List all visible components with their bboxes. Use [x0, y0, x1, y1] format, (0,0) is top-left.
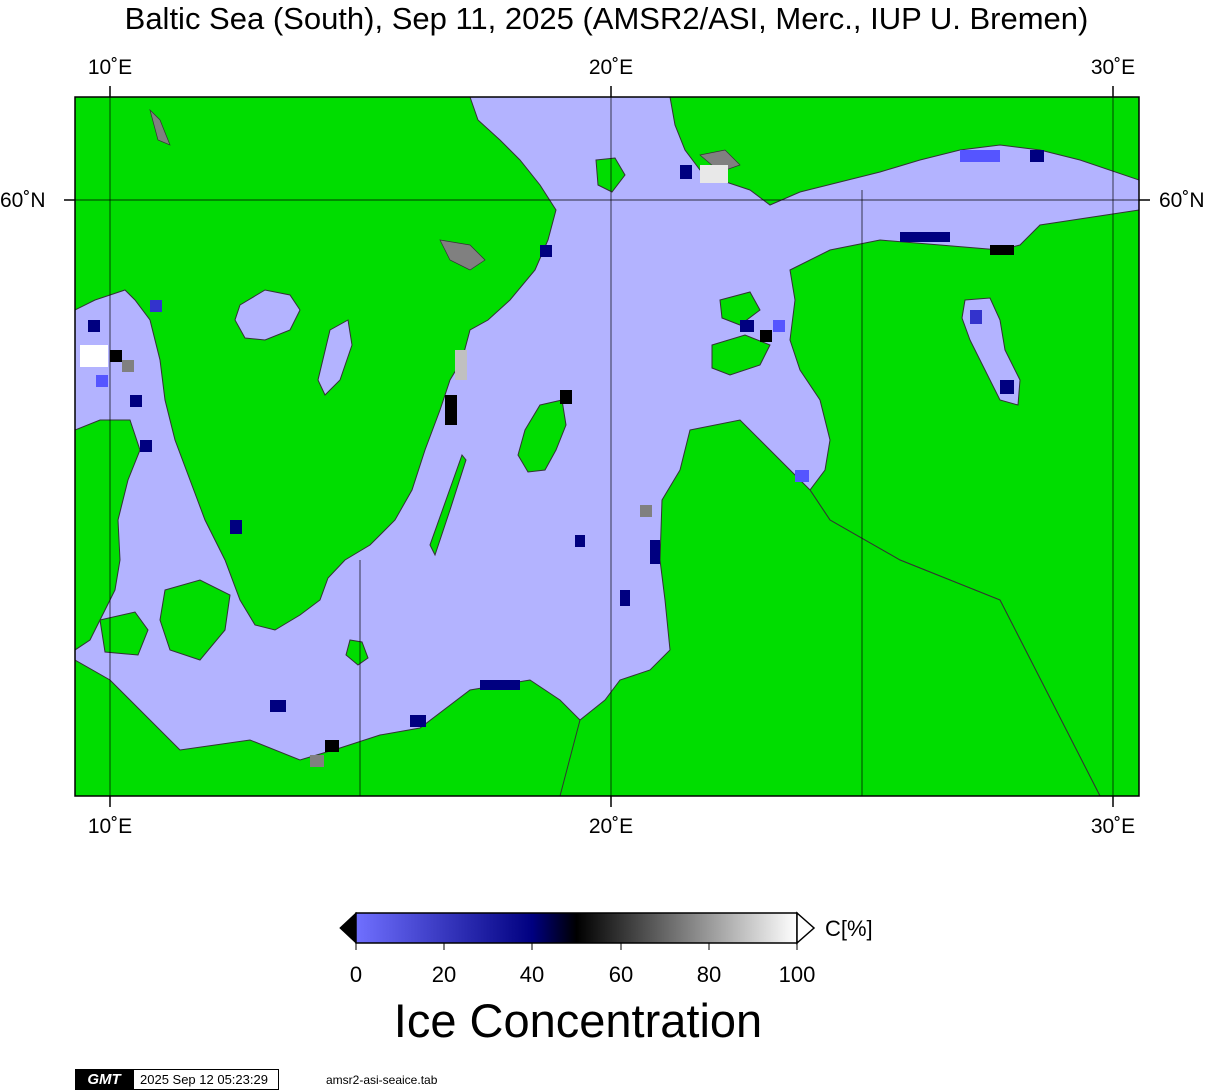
landmask-gray [149, 108, 171, 146]
colorbar-tick-label: 40 [519, 962, 545, 987]
source-label: amsr2-asi-seaice.tab [326, 1073, 438, 1087]
timestamp: 2025 Sep 12 05:23:29 [133, 1069, 279, 1090]
colorbar-tick-label: 0 [349, 962, 363, 987]
map-title: Baltic Sea (South), Sep 11, 2025 (AMSR2/… [124, 1, 1089, 36]
land-funen [99, 611, 149, 656]
land-zealand [159, 579, 231, 661]
land-gotland [517, 399, 567, 473]
lon-tick-label-bottom: 20˚E [588, 815, 634, 838]
gmt-logo: GMT [75, 1069, 133, 1090]
colorbar-tick-label: 20 [431, 962, 457, 987]
land-aland [595, 157, 626, 193]
colorbar-title: Ice Concentration [393, 994, 763, 1047]
lon-tick-label-bottom: 10˚E [87, 815, 133, 838]
colorbar-tick-label: 60 [608, 962, 634, 987]
land-hiiumaa [719, 291, 761, 326]
colorbar-tick-label: 80 [696, 962, 722, 987]
gmt-timestamp-box: GMT 2025 Sep 12 05:23:29 [75, 1069, 279, 1090]
lake-peipus [961, 297, 1021, 406]
graticule [75, 97, 1139, 796]
lake-vattern [317, 319, 353, 396]
land-scandinavia [75, 97, 557, 631]
land-denmark [75, 419, 141, 651]
lon-tick-label-top: 20˚E [588, 56, 634, 79]
lon-tick-label-bottom: 30˚E [1090, 815, 1136, 838]
colorbar-tick-label: 100 [778, 962, 816, 987]
lake-vanern [234, 289, 301, 341]
land-finland-north [669, 97, 1139, 206]
land-saaremaa [711, 334, 771, 376]
lat-tick-label-right: 60˚N [1159, 189, 1205, 212]
colorbar [339, 911, 816, 950]
ice-concentration-pixels [80, 150, 1044, 767]
map-frame [74, 96, 1140, 797]
lon-tick-label-top: 10˚E [87, 56, 133, 79]
colorbar-unit: C[%] [825, 916, 873, 941]
lon-tick-label-top: 30˚E [1090, 56, 1136, 79]
land-oland [429, 453, 467, 557]
land-south-coast [75, 659, 581, 796]
lat-tick-label-left: 60˚N [0, 189, 46, 212]
landmask-gray [439, 239, 486, 271]
frame-ticks [64, 86, 1150, 807]
